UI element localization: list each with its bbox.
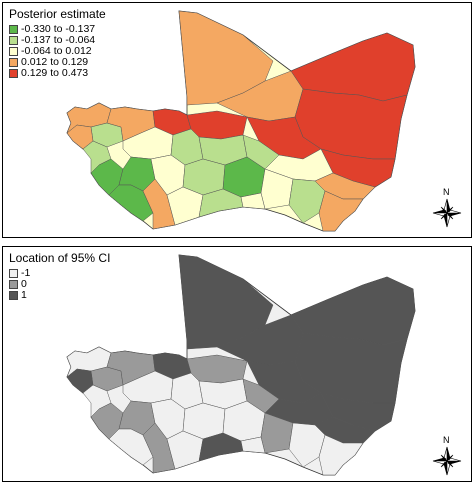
ci-location-map: [66, 254, 416, 476]
legend-label: 0: [21, 278, 27, 290]
legend-swatch: [9, 58, 18, 67]
north-label: N: [443, 435, 450, 445]
map-region: [260, 412, 294, 454]
legend-item: 0: [9, 279, 110, 290]
legend-item: 0.012 to 0.129: [9, 57, 106, 68]
map-region: [318, 190, 364, 232]
legend-swatch: [9, 47, 18, 56]
legend-label: -0.064 to 0.012: [21, 45, 92, 57]
map-region: [260, 168, 294, 210]
legend-item: 0.129 to 0.473: [9, 68, 106, 79]
ci-location-map-panel: Location of 95% CI -1 0 1 N: [2, 246, 472, 482]
legend-title: Posterior estimate: [9, 7, 106, 21]
posterior-legend: Posterior estimate -0.330 to -0.137 -0.1…: [9, 7, 106, 79]
legend-item: -1: [9, 268, 110, 279]
legend-label: 0.012 to 0.129: [21, 56, 89, 68]
legend-swatch: [9, 69, 18, 78]
posterior-estimate-map: [66, 10, 416, 232]
legend-title: Location of 95% CI: [9, 251, 111, 265]
legend-label: 1: [21, 289, 27, 301]
legend-swatch: [9, 269, 18, 278]
legend-item: 1: [9, 290, 110, 301]
legend-label: -0.330 to -0.137: [21, 23, 96, 35]
posterior-estimate-map-panel: Posterior estimate -0.330 to -0.137 -0.1…: [2, 2, 472, 238]
legend-item: -0.064 to 0.012: [9, 46, 106, 57]
legend-swatch: [9, 291, 18, 300]
legend-label: -0.137 to -0.064: [21, 34, 96, 46]
legend-label: 0.129 to 0.473: [21, 67, 89, 79]
legend-label: -1: [21, 267, 31, 279]
map-region: [240, 436, 266, 454]
north-arrow-icon: N: [427, 187, 467, 231]
map-region: [240, 192, 266, 210]
legend-item: -0.330 to -0.137: [9, 24, 106, 35]
north-label: N: [443, 187, 450, 197]
north-arrow-icon: N: [427, 435, 467, 479]
map-region: [318, 434, 364, 476]
legend-swatch: [9, 280, 18, 289]
legend-item: -0.137 to -0.064: [9, 35, 106, 46]
legend-swatch: [9, 36, 18, 45]
legend-swatch: [9, 25, 18, 34]
ci-legend: Location of 95% CI -1 0 1: [9, 251, 110, 301]
